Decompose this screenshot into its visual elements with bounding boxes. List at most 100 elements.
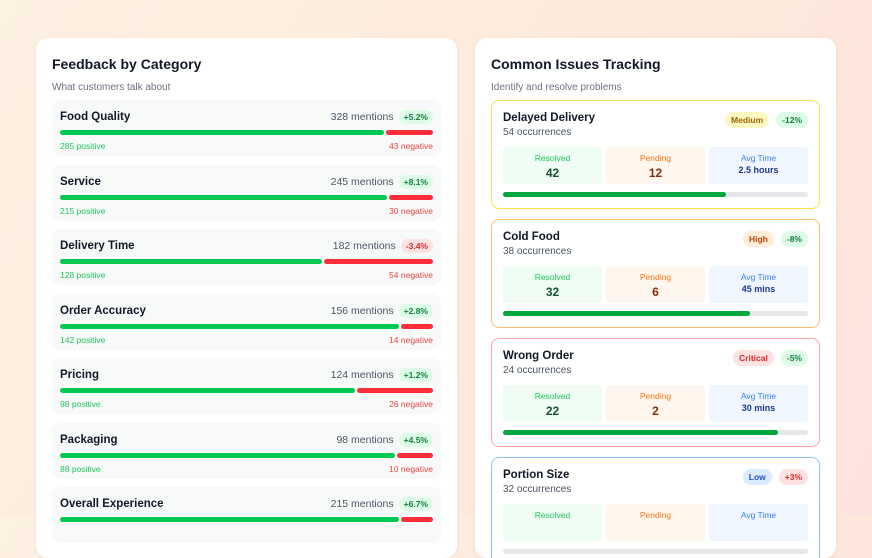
negative-bar <box>324 259 433 264</box>
negative-bar <box>389 194 433 200</box>
pending-label: Pending <box>639 510 672 520</box>
mentions-count: 156 mentions <box>330 304 394 317</box>
panel-title: Common Issues Tracking <box>491 56 661 72</box>
change-badge: +5.2% <box>398 110 433 124</box>
category-name: Pricing <box>60 369 99 381</box>
mentions-count: 245 mentions <box>330 175 394 188</box>
issue-name: Portion Size <box>503 469 570 481</box>
category-row[interactable]: Overall Experience 215 mentions +6.7% <box>52 487 441 543</box>
category-row[interactable]: Order Accuracy 156 mentions +2.8% 142 po… <box>52 293 441 350</box>
positive-bar <box>60 259 323 264</box>
negative-count: 26 negative <box>389 399 433 409</box>
pending-label: Pending <box>639 272 672 282</box>
resolved-label: Resolved <box>534 153 571 163</box>
avg-time-stat: Avg Time <box>709 504 808 541</box>
category-row[interactable]: Delivery Time 182 mentions -3.4% 128 pos… <box>52 229 441 285</box>
negative-bar <box>396 452 433 458</box>
negative-bar <box>401 517 433 522</box>
mentions-count: 215 mentions <box>330 498 394 510</box>
resolved-value: 32 <box>545 285 560 299</box>
severity-badge: High <box>742 231 774 247</box>
issue-card[interactable]: Cold Food 38 occurrences High -8% Resolv… <box>491 219 820 328</box>
resolved-label: Resolved <box>534 510 571 520</box>
negative-count: 14 negative <box>389 334 433 345</box>
change-badge: +8.1% <box>398 174 433 189</box>
issue-card[interactable]: Wrong Order 24 occurrences Critical -5% … <box>491 338 820 447</box>
progress-fill <box>503 430 778 435</box>
resolved-label: Resolved <box>534 272 571 282</box>
category-row[interactable]: Service 245 mentions +8.1% 215 positive 3… <box>52 164 441 221</box>
resolution-progress <box>503 311 808 316</box>
positive-bar <box>60 130 385 135</box>
resolved-stat: Resolved 32 <box>503 266 602 303</box>
sentiment-bar <box>60 388 433 393</box>
category-name: Delivery Time <box>60 240 135 252</box>
resolution-progress <box>503 430 808 435</box>
positive-count: 128 positive <box>60 270 106 280</box>
sentiment-bar <box>60 259 433 264</box>
severity-badge: Low <box>742 469 772 485</box>
avg-time-label: Avg Time <box>740 391 777 401</box>
panel-subtitle: Identify and resolve problems <box>491 82 622 93</box>
change-badge: -12% <box>776 112 808 128</box>
pending-label: Pending <box>639 153 672 163</box>
positive-count: 88 positive <box>60 463 101 474</box>
negative-count: 30 negative <box>389 205 433 216</box>
avg-time-stat: Avg Time 30 mins <box>709 385 808 422</box>
severity-badge: Medium <box>725 112 770 128</box>
issue-name: Delayed Delivery <box>503 112 596 124</box>
category-row[interactable]: Packaging 98 mentions +4.5% 88 positive 1… <box>52 422 441 479</box>
change-badge: +1.2% <box>398 368 433 382</box>
issue-name: Cold Food <box>503 231 560 243</box>
sentiment-bar <box>60 130 433 135</box>
occurrences: 32 occurrences <box>503 484 572 495</box>
progress-fill <box>503 311 751 316</box>
pending-stat: Pending <box>606 504 705 541</box>
severity-badge: Critical <box>733 350 774 366</box>
category-row[interactable]: Pricing 124 mentions +1.2% 98 positive 26… <box>52 358 441 414</box>
mentions-count: 124 mentions <box>330 369 394 381</box>
change-badge: -8% <box>780 231 808 247</box>
negative-count: 43 negative <box>389 141 433 151</box>
category-name: Order Accuracy <box>60 304 146 317</box>
pending-stat: Pending 6 <box>606 266 705 303</box>
change-badge: +2.8% <box>398 303 433 318</box>
negative-bar <box>386 130 433 135</box>
mentions-count: 98 mentions <box>336 433 394 446</box>
category-row[interactable]: Food Quality 328 mentions +5.2% 285 posi… <box>52 100 441 156</box>
pending-value: 6 <box>652 285 659 299</box>
panel-title: Feedback by Category <box>52 56 202 72</box>
avg-time-value: 45 mins <box>741 284 776 294</box>
issue-card[interactable]: Portion Size 32 occurrences Low +3% Reso… <box>491 457 820 558</box>
negative-bar <box>356 388 433 393</box>
resolution-progress <box>503 549 808 554</box>
category-name: Food Quality <box>60 111 131 123</box>
positive-count: 215 positive <box>60 205 106 216</box>
common-issues-panel: Common Issues Tracking Identify and reso… <box>475 38 836 558</box>
avg-time-stat: Avg Time 2.5 hours <box>709 147 808 184</box>
change-badge: +4.5% <box>398 432 433 447</box>
negative-count: 10 negative <box>389 463 433 474</box>
negative-bar <box>401 323 433 329</box>
issue-card[interactable]: Delayed Delivery 54 occurrences Medium -… <box>491 100 820 209</box>
progress-fill <box>503 192 726 197</box>
positive-bar <box>60 194 388 200</box>
positive-count: 285 positive <box>60 141 106 151</box>
category-name: Overall Experience <box>60 498 164 510</box>
mentions-count: 182 mentions <box>332 240 396 252</box>
sentiment-bar <box>60 517 433 522</box>
category-name: Service <box>60 175 101 188</box>
occurrences: 24 occurrences <box>503 365 572 376</box>
avg-time-label: Avg Time <box>740 272 777 282</box>
resolved-stat: Resolved 22 <box>503 385 602 422</box>
resolution-progress <box>503 192 808 197</box>
sentiment-bar <box>60 194 433 200</box>
category-name: Packaging <box>60 433 118 446</box>
sentiment-bar <box>60 452 433 458</box>
positive-bar <box>60 323 400 329</box>
change-badge: +3% <box>778 469 808 485</box>
change-badge: +6.7% <box>398 497 433 511</box>
avg-time-label: Avg Time <box>740 153 777 163</box>
occurrences: 54 occurrences <box>503 127 572 138</box>
sentiment-bar <box>60 323 433 329</box>
